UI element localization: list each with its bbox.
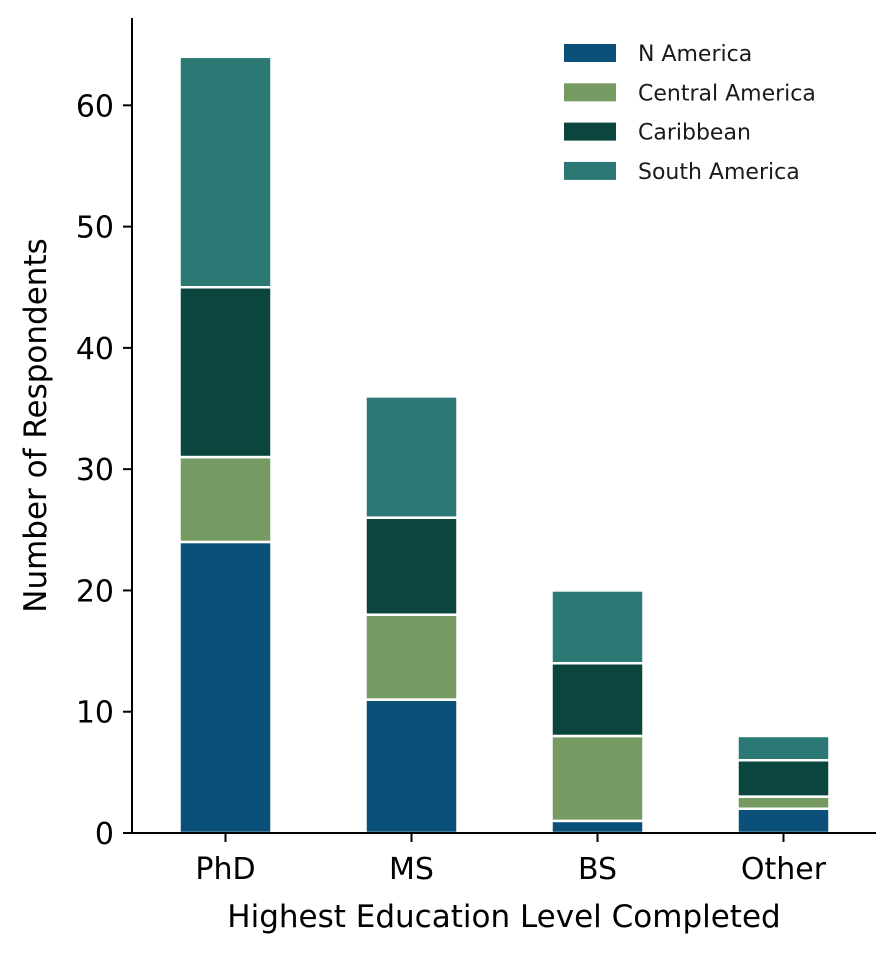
axes-layer xyxy=(131,18,876,834)
y-tick-label: 50 xyxy=(76,211,114,246)
legend-label: South America xyxy=(638,160,800,185)
bar-segment-bs-south-america xyxy=(550,589,645,665)
x-tick-label: PhD xyxy=(195,852,255,887)
y-tick-label: 30 xyxy=(76,453,114,488)
legend: N America Central America Caribbean South A… xyxy=(564,42,816,185)
bar-segment-bs-central-america xyxy=(550,734,645,823)
x-ticks: PhD MS BS Other xyxy=(195,833,827,887)
bar-segment-other-south-america xyxy=(736,734,831,762)
y-ticks: 0 10 20 30 40 50 60 xyxy=(76,89,132,852)
y-tick-label: 60 xyxy=(76,89,114,124)
y-tick-label: 20 xyxy=(76,574,114,609)
y-tick-label: 40 xyxy=(76,332,114,367)
y-tick-label: 0 xyxy=(95,817,114,852)
legend-swatch-caribbean xyxy=(564,122,616,141)
bar-segment-ms-south-america xyxy=(364,395,459,519)
y-tick-label: 10 xyxy=(76,696,114,731)
bar-segment-bs-n-america xyxy=(550,819,645,835)
bar-segment-other-n-america xyxy=(736,807,831,835)
bar-segment-other-caribbean xyxy=(736,758,831,798)
y-axis-title: Number of Respondents xyxy=(18,238,54,612)
bar-segment-phd-central-america xyxy=(178,455,273,544)
bar-segment-phd-n-america xyxy=(178,540,273,835)
bar-segment-phd-south-america xyxy=(178,55,273,289)
legend-label: Caribbean xyxy=(638,121,751,146)
bars-layer xyxy=(178,55,831,835)
bar-segment-phd-caribbean xyxy=(178,285,273,459)
bar-segment-ms-caribbean xyxy=(364,516,459,616)
bar-segment-ms-n-america xyxy=(364,698,459,835)
legend-label: Central America xyxy=(638,81,816,106)
x-axis-title: Highest Education Level Completed xyxy=(227,899,780,935)
bar-segment-ms-central-america xyxy=(364,613,459,701)
legend-swatch-south-america xyxy=(564,161,616,180)
bar-segment-bs-caribbean xyxy=(550,661,645,738)
x-tick-label: MS xyxy=(389,852,434,887)
legend-swatch-n-america xyxy=(564,44,616,62)
x-tick-label: Other xyxy=(741,852,827,887)
bar-segment-other-central-america xyxy=(736,795,831,810)
x-tick-label: BS xyxy=(578,852,617,887)
legend-swatch-central-america xyxy=(564,83,616,102)
legend-label: N America xyxy=(638,42,752,67)
